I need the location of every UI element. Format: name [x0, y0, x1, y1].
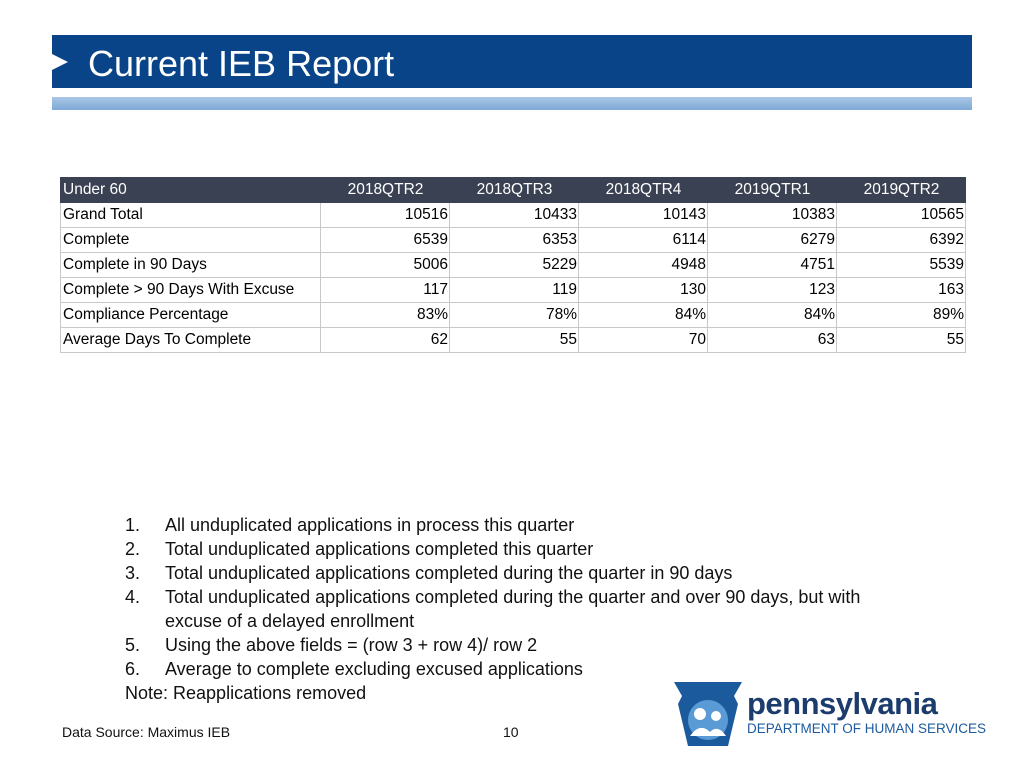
- table-cell: 119: [449, 277, 579, 303]
- table-cell: 78%: [449, 302, 579, 328]
- header-cell: 2019QTR1: [707, 177, 837, 203]
- table-cell: 5539: [836, 252, 966, 278]
- table-cell: 4948: [578, 252, 708, 278]
- table-cell: 117: [320, 277, 450, 303]
- table-cell: 5006: [320, 252, 450, 278]
- table-cell: 10433: [449, 202, 579, 228]
- table-cell: 6353: [449, 227, 579, 253]
- report-table: Under 60 2018QTR2 2018QTR3 2018QTR4 2019QTR1…: [60, 177, 966, 353]
- note-text: Average to complete excluding excused ap…: [165, 659, 583, 679]
- table-cell: 6392: [836, 227, 966, 253]
- note-number: 4.: [125, 587, 141, 607]
- table-row: Average Days To Complete 62 55 70 63 55: [60, 327, 966, 353]
- table-cell: Complete: [60, 227, 321, 253]
- table-cell: Compliance Percentage: [60, 302, 321, 328]
- table-row: Grand Total 10516 10433 10143 10383 10565: [60, 202, 966, 228]
- logo-department: DEPARTMENT OF HUMAN SERVICES: [747, 721, 987, 736]
- table-cell: 4751: [707, 252, 837, 278]
- note-number: 6.: [125, 659, 141, 679]
- table-cell: 6279: [707, 227, 837, 253]
- header-cell: Under 60: [60, 177, 321, 203]
- table-cell: 5229: [449, 252, 579, 278]
- page-number: 10: [503, 724, 519, 740]
- note-item: 2. Total unduplicated applications comple…: [125, 537, 900, 561]
- table-row: Compliance Percentage 83% 78% 84% 84% 89%: [60, 302, 966, 328]
- table-cell: 55: [449, 327, 579, 353]
- table-cell: 163: [836, 277, 966, 303]
- note-item: 1. All unduplicated applications in proce…: [125, 513, 900, 537]
- table-row: Complete > 90 Days With Excuse 117 119 130 1…: [60, 277, 966, 303]
- note-number: 3.: [125, 563, 141, 583]
- table-row: Complete 6539 6353 6114 6279 6392: [60, 227, 966, 253]
- header-cell: 2018QTR3: [449, 177, 579, 203]
- note-text: Total unduplicated applications complete…: [165, 563, 733, 583]
- table-cell: 130: [578, 277, 708, 303]
- note-number: 2.: [125, 539, 141, 559]
- header-cell: 2018QTR2: [320, 177, 450, 203]
- note-text: Total unduplicated applications complete…: [165, 587, 861, 631]
- header-row: Under 60 2018QTR2 2018QTR3 2018QTR4 2019QTR1…: [60, 177, 966, 203]
- table-cell: Complete in 90 Days: [60, 252, 321, 278]
- title-stripe: [52, 97, 972, 110]
- table-row: Complete in 90 Days 5006 5229 4948 4751 5539: [60, 252, 966, 278]
- table-cell: 6539: [320, 227, 450, 253]
- note: Note: Reapplications removed: [125, 683, 367, 703]
- note-item: 5. Using the above fields = (row 3 + row …: [125, 633, 900, 657]
- logo-name: pennsylvania: [747, 686, 938, 721]
- header-cell: 2019QTR2: [836, 177, 966, 203]
- header-cell: 2018QTR4: [578, 177, 708, 203]
- table-cell: Average Days To Complete: [60, 327, 321, 353]
- data-source: Data Source: Maximus IEB: [62, 724, 231, 740]
- table-cell: 84%: [578, 302, 708, 328]
- note-item: 4. Total unduplicated applications comple…: [125, 585, 900, 633]
- note-item: 6. Average to complete excluding excused …: [125, 657, 900, 681]
- logo-keystone: [674, 682, 742, 746]
- table-cell: 6114: [578, 227, 708, 253]
- table-cell: 62: [320, 327, 450, 353]
- slide-title: Current IEB Report: [88, 43, 395, 84]
- table-cell: 10143: [578, 202, 708, 228]
- table-cell: 83%: [320, 302, 450, 328]
- table-cell: 10383: [707, 202, 837, 228]
- note-number: 1.: [125, 515, 141, 535]
- note-number: 5.: [125, 635, 141, 655]
- table-cell: 10516: [320, 202, 450, 228]
- title-arrow: [52, 54, 68, 70]
- note-item: 3. Total unduplicated applications comple…: [125, 561, 900, 585]
- table-cell: 84%: [707, 302, 837, 328]
- note-text: Total unduplicated applications complete…: [165, 539, 594, 559]
- notes: 1. All unduplicated applications in proce…: [125, 513, 900, 705]
- table-cell: 123: [707, 277, 837, 303]
- table-cell: 10565: [836, 202, 966, 228]
- note-text: Using the above fields = (row 3 + row 4)…: [165, 635, 538, 655]
- title-bar: [52, 35, 972, 88]
- table-cell: 63: [707, 327, 837, 353]
- table-cell: Complete > 90 Days With Excuse: [60, 277, 321, 303]
- table-cell: Grand Total: [60, 202, 321, 228]
- table-cell: 70: [578, 327, 708, 353]
- table-cell: 55: [836, 327, 966, 353]
- note-text: All unduplicated applications in process…: [165, 515, 575, 535]
- table-cell: 89%: [836, 302, 966, 328]
